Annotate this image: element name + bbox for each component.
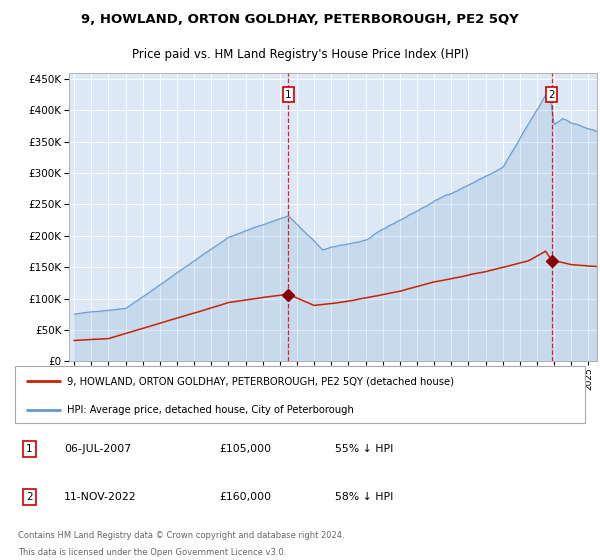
Text: Contains HM Land Registry data © Crown copyright and database right 2024.: Contains HM Land Registry data © Crown c… bbox=[18, 530, 344, 539]
Text: £105,000: £105,000 bbox=[220, 444, 271, 454]
Text: 1: 1 bbox=[26, 444, 32, 454]
FancyBboxPatch shape bbox=[15, 366, 585, 423]
Text: 11-NOV-2022: 11-NOV-2022 bbox=[64, 492, 136, 502]
Text: 2: 2 bbox=[26, 492, 32, 502]
Text: 06-JUL-2007: 06-JUL-2007 bbox=[64, 444, 131, 454]
Text: This data is licensed under the Open Government Licence v3.0.: This data is licensed under the Open Gov… bbox=[18, 548, 286, 557]
Text: 2: 2 bbox=[548, 90, 555, 100]
Text: HPI: Average price, detached house, City of Peterborough: HPI: Average price, detached house, City… bbox=[67, 404, 353, 414]
Text: Price paid vs. HM Land Registry's House Price Index (HPI): Price paid vs. HM Land Registry's House … bbox=[131, 48, 469, 61]
Text: 58% ↓ HPI: 58% ↓ HPI bbox=[335, 492, 393, 502]
Text: 9, HOWLAND, ORTON GOLDHAY, PETERBOROUGH, PE2 5QY: 9, HOWLAND, ORTON GOLDHAY, PETERBOROUGH,… bbox=[81, 13, 519, 26]
Text: 1: 1 bbox=[285, 90, 292, 100]
Text: 55% ↓ HPI: 55% ↓ HPI bbox=[335, 444, 393, 454]
Text: £160,000: £160,000 bbox=[220, 492, 271, 502]
Text: 9, HOWLAND, ORTON GOLDHAY, PETERBOROUGH, PE2 5QY (detached house): 9, HOWLAND, ORTON GOLDHAY, PETERBOROUGH,… bbox=[67, 376, 454, 386]
